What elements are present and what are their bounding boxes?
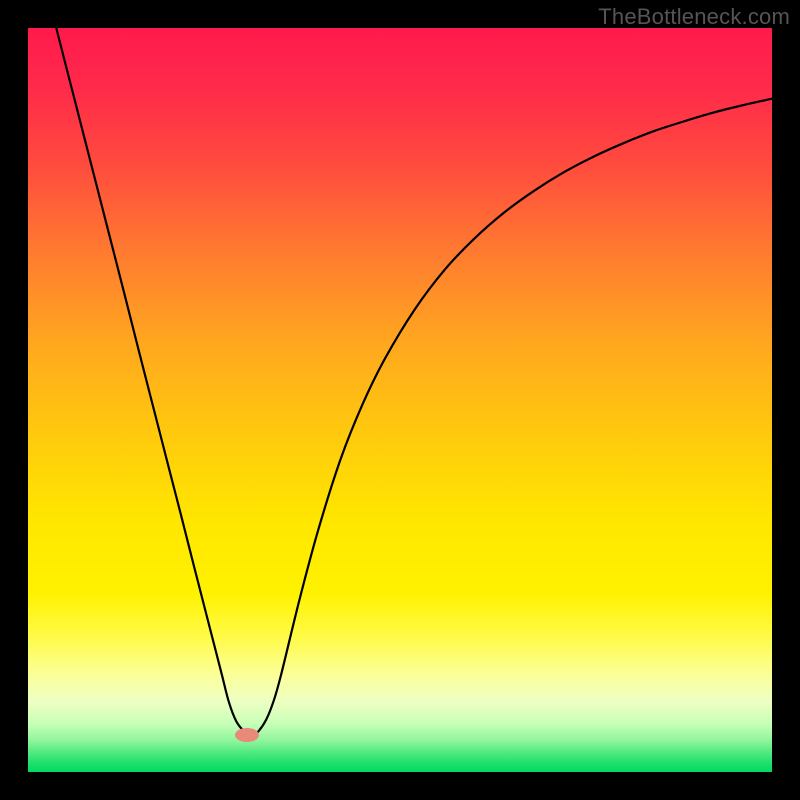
frame-border-right (772, 0, 800, 800)
frame-border-bottom (0, 772, 800, 800)
optimum-marker (235, 728, 259, 742)
curve-layer (28, 28, 772, 772)
plot-area (28, 28, 772, 772)
watermark-text: TheBottleneck.com (598, 4, 790, 30)
frame-border-left (0, 0, 28, 800)
bottleneck-curve (56, 28, 772, 734)
chart-frame: TheBottleneck.com (0, 0, 800, 800)
